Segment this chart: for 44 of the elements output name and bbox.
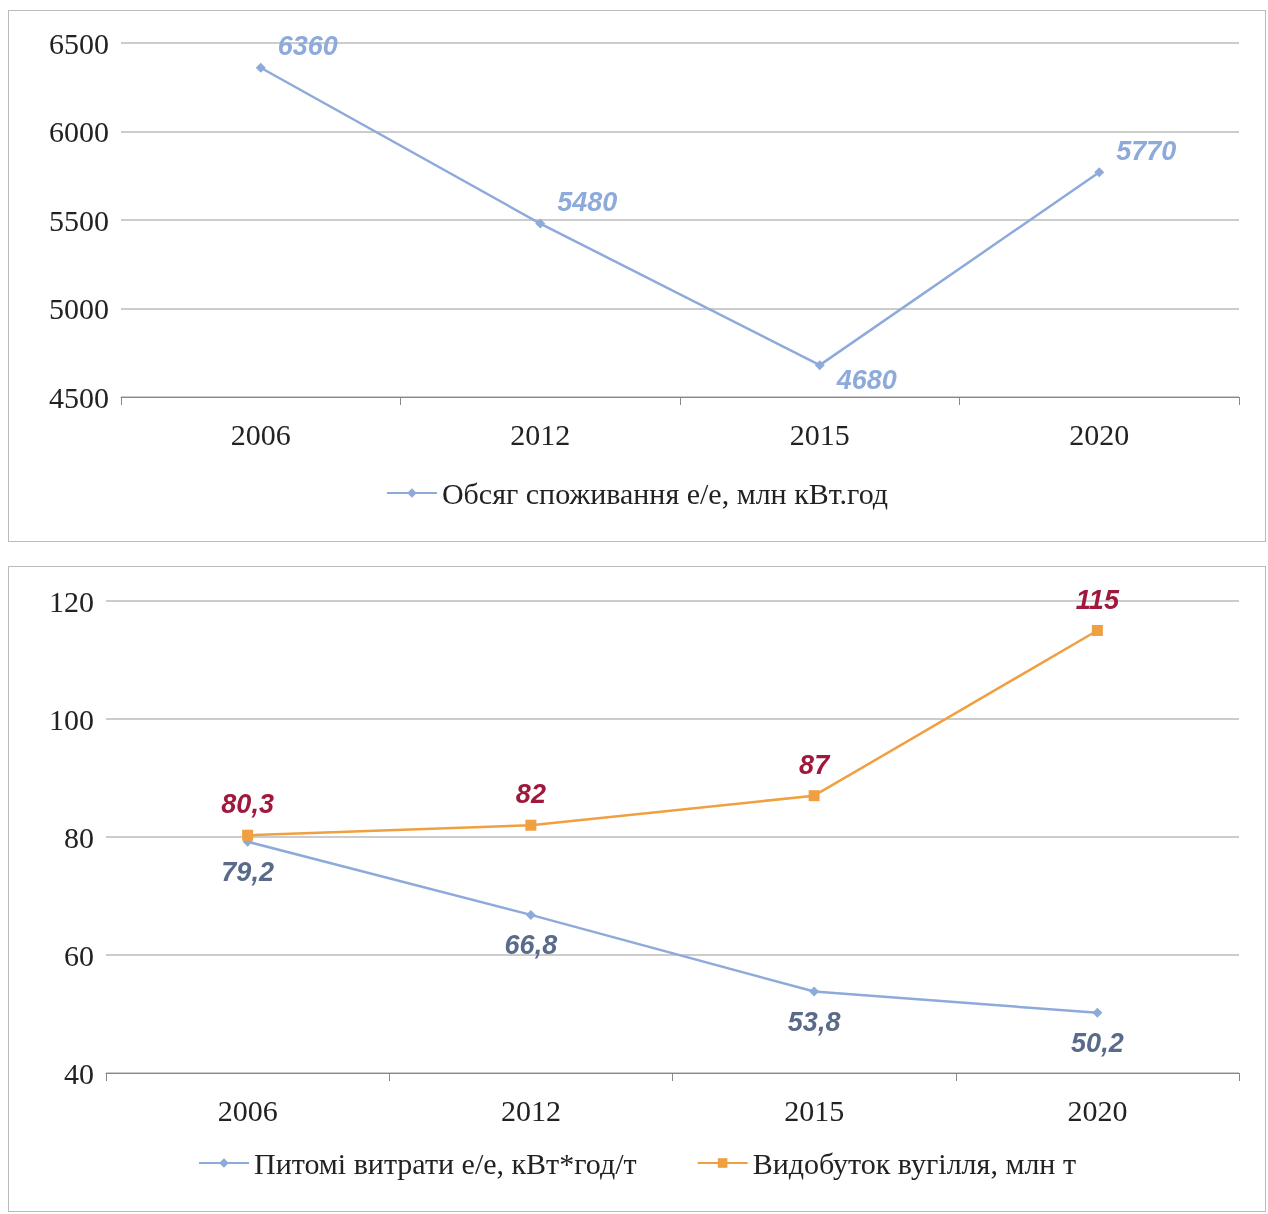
y-tick-label: 5000 <box>49 292 109 325</box>
point <box>242 829 254 841</box>
y-tick-label: 60 <box>64 938 94 972</box>
point <box>1091 625 1103 636</box>
data-label: 6360 <box>277 31 338 62</box>
legend-label: Видобуток вугілля, млн т <box>752 1146 1077 1180</box>
y-tick-label: 5500 <box>49 203 109 237</box>
x-tick-label: 2012 <box>510 417 571 451</box>
point <box>808 790 820 802</box>
y-tick-label: 40 <box>64 1056 94 1090</box>
data-label: 82 <box>515 779 546 810</box>
point <box>525 819 537 831</box>
x-tick-label: 2006 <box>217 1093 278 1127</box>
data-label: 66,8 <box>504 930 558 961</box>
data-label: 80,3 <box>221 789 274 820</box>
x-tick-label: 2015 <box>789 417 850 451</box>
data-label: 79,2 <box>221 857 274 888</box>
point <box>814 360 825 371</box>
x-tick-label: 2012 <box>500 1093 561 1127</box>
point <box>535 218 546 229</box>
point <box>1092 1007 1103 1018</box>
y-tick-label: 100 <box>49 702 94 736</box>
point <box>525 909 536 920</box>
y-tick-label: 6000 <box>49 115 109 148</box>
data-label: 87 <box>799 749 832 780</box>
point <box>255 62 266 73</box>
data-label: 115 <box>1075 584 1120 615</box>
y-tick-label: 120 <box>49 584 94 618</box>
data-label: 5770 <box>1116 135 1177 166</box>
y-tick-label: 4500 <box>49 380 109 414</box>
point <box>809 986 820 997</box>
x-tick-label: 2020 <box>1069 417 1130 451</box>
legend-label: Обсяг споживання е/е, млн кВт.год <box>441 476 889 510</box>
data-label: 50,2 <box>1071 1028 1124 1059</box>
data-label: 5480 <box>557 187 618 218</box>
data-label: 4680 <box>835 364 897 395</box>
y-tick-label: 6500 <box>49 26 109 60</box>
data-label: 53,8 <box>787 1007 841 1038</box>
y-tick-label: 80 <box>64 820 94 854</box>
legend-label: Питомі витрати е/е, кВт*год/т <box>253 1146 637 1180</box>
x-tick-label: 2015 <box>784 1093 845 1127</box>
point <box>1094 167 1105 178</box>
x-tick-label: 2020 <box>1067 1093 1128 1127</box>
x-tick-label: 2006 <box>230 417 291 451</box>
